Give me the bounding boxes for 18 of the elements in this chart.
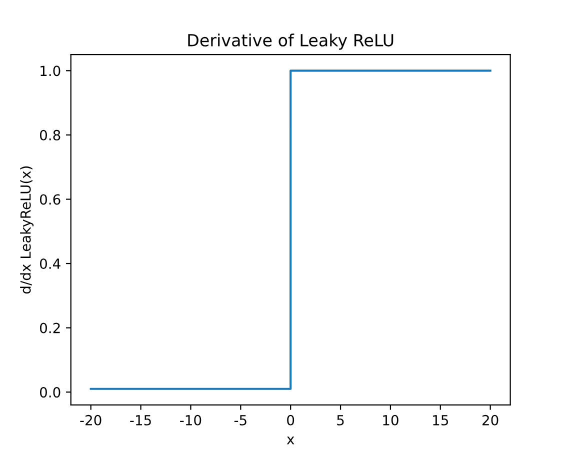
y-tick-label: 1.0 <box>40 66 60 76</box>
y-tick-label: 0.8 <box>40 130 60 140</box>
x-tick-label: 10 <box>383 414 398 426</box>
y-tick-label: 0.2 <box>40 322 60 334</box>
x-axis-title: x <box>286 436 294 444</box>
y-tick-label: 0.0 <box>40 387 60 398</box>
y-tick-label: 0.4 <box>40 258 60 269</box>
y-axis-title: d/dx LeakyReLU(x) <box>20 166 34 294</box>
x-tick-label: -15 <box>130 415 151 426</box>
x-tick-label: 0 <box>287 414 294 426</box>
x-tick-label: 5 <box>337 415 344 426</box>
x-tick-label: -5 <box>234 415 246 426</box>
y-tick-label: 0.6 <box>40 194 60 205</box>
x-tick-label: 15 <box>433 415 448 426</box>
x-tick-label: 20 <box>482 414 498 426</box>
x-tick-label: -20 <box>80 414 102 426</box>
x-tick-label: -10 <box>180 414 202 426</box>
chart-title: Derivative of Leaky ReLU <box>188 34 394 50</box>
